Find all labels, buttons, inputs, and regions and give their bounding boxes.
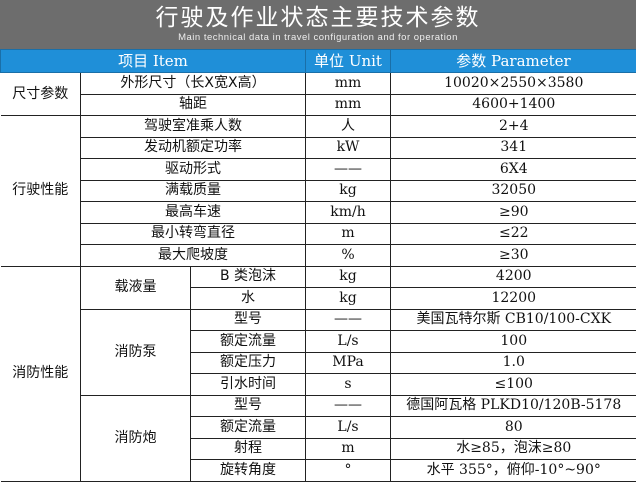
value-cell: 水≥85，泡沫≥80 (391, 438, 636, 460)
value-cell: 2+4 (391, 116, 636, 138)
unit-cell: kW (306, 137, 391, 159)
value-cell: 4200 (391, 266, 636, 288)
unit-cell: s (306, 374, 391, 396)
item-cell: 驱动形式 (81, 159, 306, 181)
unit-cell: mm (306, 94, 391, 116)
table-row: 驱动形式——6X4 (1, 159, 636, 181)
item-cell: 满载质量 (81, 180, 306, 202)
unit-cell: m (306, 438, 391, 460)
unit-cell: 人 (306, 116, 391, 138)
item-cell: 型号 (191, 395, 306, 417)
table-header-row: 项目 Item 单位 Unit 参数 Parameter (1, 50, 636, 73)
item-cell: 旋转角度 (191, 460, 306, 482)
value-cell: ≤22 (391, 223, 636, 245)
value-cell: 水平 355°，俯仰-10°~90° (391, 460, 636, 482)
unit-cell: % (306, 245, 391, 267)
subcategory-cell: 消防炮 (81, 395, 191, 481)
item-cell: 额定流量 (191, 417, 306, 439)
value-cell: 1.0 (391, 352, 636, 374)
item-cell: 外形尺寸（长X宽X高） (81, 73, 306, 95)
value-cell: 341 (391, 137, 636, 159)
value-cell: 10020×2550×3580 (391, 73, 636, 95)
value-cell: 100 (391, 331, 636, 353)
item-cell: 最大爬坡度 (81, 245, 306, 267)
value-cell: 4600+1400 (391, 94, 636, 116)
item-cell: 射程 (191, 438, 306, 460)
unit-cell: L/s (306, 417, 391, 439)
category-cell: 行驶性能 (1, 116, 81, 267)
subcategory-cell: 载液量 (81, 266, 191, 309)
value-cell: 32050 (391, 180, 636, 202)
item-cell: 引水时间 (191, 374, 306, 396)
unit-cell: m (306, 223, 391, 245)
unit-cell: —— (306, 395, 391, 417)
category-cell: 尺寸参数 (1, 73, 81, 116)
page-subtitle: Main technical data in travel configurat… (0, 32, 636, 44)
page-title: 行驶及作业状态主要技术参数 (0, 0, 636, 32)
item-cell: 额定压力 (191, 352, 306, 374)
unit-cell: L/s (306, 331, 391, 353)
value-cell: 12200 (391, 288, 636, 310)
spec-table: 项目 Item 单位 Unit 参数 Parameter 尺寸参数外形尺寸（长X… (0, 49, 636, 482)
value-cell: 德国阿瓦格 PLKD10/120B-5178 (391, 395, 636, 417)
unit-cell: —— (306, 309, 391, 331)
unit-cell: ° (306, 460, 391, 482)
value-cell: ≤100 (391, 374, 636, 396)
table-row: 最大爬坡度%≥30 (1, 245, 636, 267)
subcategory-cell: 消防泵 (81, 309, 191, 395)
unit-cell: km/h (306, 202, 391, 224)
value-cell: 6X4 (391, 159, 636, 181)
item-cell: B 类泡沫 (191, 266, 306, 288)
item-cell: 轴距 (81, 94, 306, 116)
unit-cell: kg (306, 288, 391, 310)
item-cell: 水 (191, 288, 306, 310)
item-cell: 最小转弯直径 (81, 223, 306, 245)
value-cell: ≥90 (391, 202, 636, 224)
category-cell: 消防性能 (1, 266, 81, 481)
header-item: 项目 Item (1, 50, 306, 73)
table-row: 消防泵型号——美国瓦特尔斯 CB10/100-CXK (1, 309, 636, 331)
value-cell: ≥30 (391, 245, 636, 267)
unit-cell: kg (306, 266, 391, 288)
unit-cell: —— (306, 159, 391, 181)
header-parameter: 参数 Parameter (391, 50, 636, 73)
unit-cell: kg (306, 180, 391, 202)
header-unit: 单位 Unit (306, 50, 391, 73)
value-cell: 美国瓦特尔斯 CB10/100-CXK (391, 309, 636, 331)
item-cell: 驾驶室准乘人数 (81, 116, 306, 138)
item-cell: 额定流量 (191, 331, 306, 353)
item-cell: 型号 (191, 309, 306, 331)
value-cell: 80 (391, 417, 636, 439)
item-cell: 发动机额定功率 (81, 137, 306, 159)
table-row: 消防炮型号——德国阿瓦格 PLKD10/120B-5178 (1, 395, 636, 417)
unit-cell: MPa (306, 352, 391, 374)
unit-cell: mm (306, 73, 391, 95)
item-cell: 最高车速 (81, 202, 306, 224)
title-banner: 行驶及作业状态主要技术参数 Main technical data in tra… (0, 0, 636, 49)
